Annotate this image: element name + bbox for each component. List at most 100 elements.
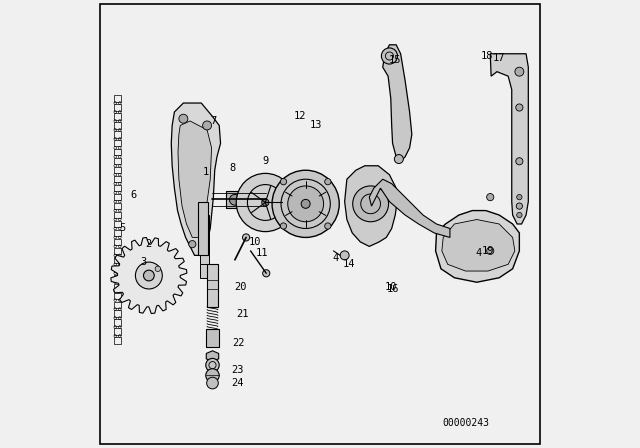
Circle shape (203, 121, 212, 130)
Text: 16: 16 (387, 284, 399, 294)
Bar (114, 158, 121, 164)
Circle shape (136, 262, 163, 289)
Circle shape (143, 270, 154, 281)
Circle shape (394, 155, 403, 164)
Polygon shape (172, 103, 221, 255)
Text: 9: 9 (262, 156, 268, 166)
Bar (226, 191, 244, 208)
Text: 17: 17 (493, 53, 506, 63)
Polygon shape (345, 166, 397, 246)
Text: 13: 13 (309, 121, 322, 130)
Bar (114, 284, 121, 290)
Text: 5: 5 (119, 224, 125, 233)
Text: 12: 12 (294, 112, 306, 121)
Bar (114, 194, 121, 200)
Text: 3: 3 (140, 257, 146, 267)
Bar (114, 176, 121, 182)
Text: 6: 6 (130, 190, 136, 200)
Text: 19: 19 (482, 246, 494, 256)
Text: 00000243: 00000243 (442, 418, 489, 428)
Polygon shape (490, 54, 529, 224)
Bar (114, 95, 121, 102)
Circle shape (516, 158, 523, 165)
Circle shape (280, 179, 287, 185)
Text: 8: 8 (230, 163, 236, 173)
Text: 4: 4 (475, 248, 481, 258)
Bar (114, 149, 121, 155)
Circle shape (206, 358, 220, 372)
Circle shape (206, 369, 220, 382)
Circle shape (243, 234, 250, 241)
Bar (114, 167, 121, 173)
Bar (114, 140, 121, 146)
Circle shape (230, 194, 240, 205)
Circle shape (236, 173, 294, 232)
Circle shape (189, 241, 196, 248)
Bar (114, 328, 121, 335)
Circle shape (262, 199, 269, 206)
Bar (114, 257, 121, 263)
Bar (114, 293, 121, 299)
Polygon shape (369, 179, 450, 237)
Circle shape (516, 194, 522, 200)
Circle shape (324, 179, 331, 185)
Bar (114, 131, 121, 138)
Circle shape (516, 104, 523, 111)
Circle shape (262, 270, 270, 277)
Circle shape (280, 223, 287, 229)
Circle shape (324, 223, 331, 229)
Text: 7: 7 (211, 116, 217, 126)
Text: 10: 10 (249, 237, 261, 247)
Circle shape (207, 377, 218, 389)
Polygon shape (178, 121, 212, 237)
Bar (114, 221, 121, 227)
Polygon shape (442, 220, 515, 271)
Text: 4: 4 (333, 253, 339, 263)
Bar (114, 275, 121, 281)
Bar (200, 242, 209, 264)
Bar (207, 264, 218, 307)
Bar (114, 113, 121, 120)
Circle shape (516, 212, 522, 218)
Polygon shape (206, 351, 219, 362)
Circle shape (486, 194, 494, 201)
Circle shape (516, 203, 522, 209)
Bar (114, 185, 121, 191)
Bar (114, 122, 121, 129)
Text: 23: 23 (231, 365, 244, 375)
Text: 2: 2 (146, 239, 152, 249)
Bar (206, 329, 219, 347)
Bar (114, 319, 121, 326)
Circle shape (515, 67, 524, 76)
Circle shape (301, 199, 310, 208)
Bar (114, 203, 121, 209)
Circle shape (272, 170, 339, 237)
Circle shape (486, 247, 494, 254)
Polygon shape (436, 211, 520, 282)
Bar (114, 248, 121, 254)
Circle shape (353, 186, 388, 222)
Bar (200, 215, 209, 242)
Circle shape (155, 266, 161, 271)
Text: 14: 14 (343, 259, 355, 269)
Circle shape (179, 114, 188, 123)
Ellipse shape (288, 186, 324, 222)
Circle shape (340, 251, 349, 260)
Bar (114, 104, 121, 111)
Text: 11: 11 (255, 248, 268, 258)
Text: 20: 20 (234, 282, 247, 292)
Bar (114, 266, 121, 272)
Polygon shape (111, 237, 187, 314)
Text: 21: 21 (236, 309, 249, 319)
Bar (200, 264, 209, 278)
Bar (198, 202, 208, 255)
Text: 18: 18 (481, 51, 493, 61)
Bar (114, 212, 121, 218)
Text: 1: 1 (203, 168, 209, 177)
Text: 10: 10 (385, 282, 397, 292)
Text: 22: 22 (232, 338, 244, 348)
Text: 15: 15 (389, 56, 401, 65)
Bar (114, 337, 121, 344)
Bar (114, 302, 121, 308)
Circle shape (381, 48, 397, 64)
